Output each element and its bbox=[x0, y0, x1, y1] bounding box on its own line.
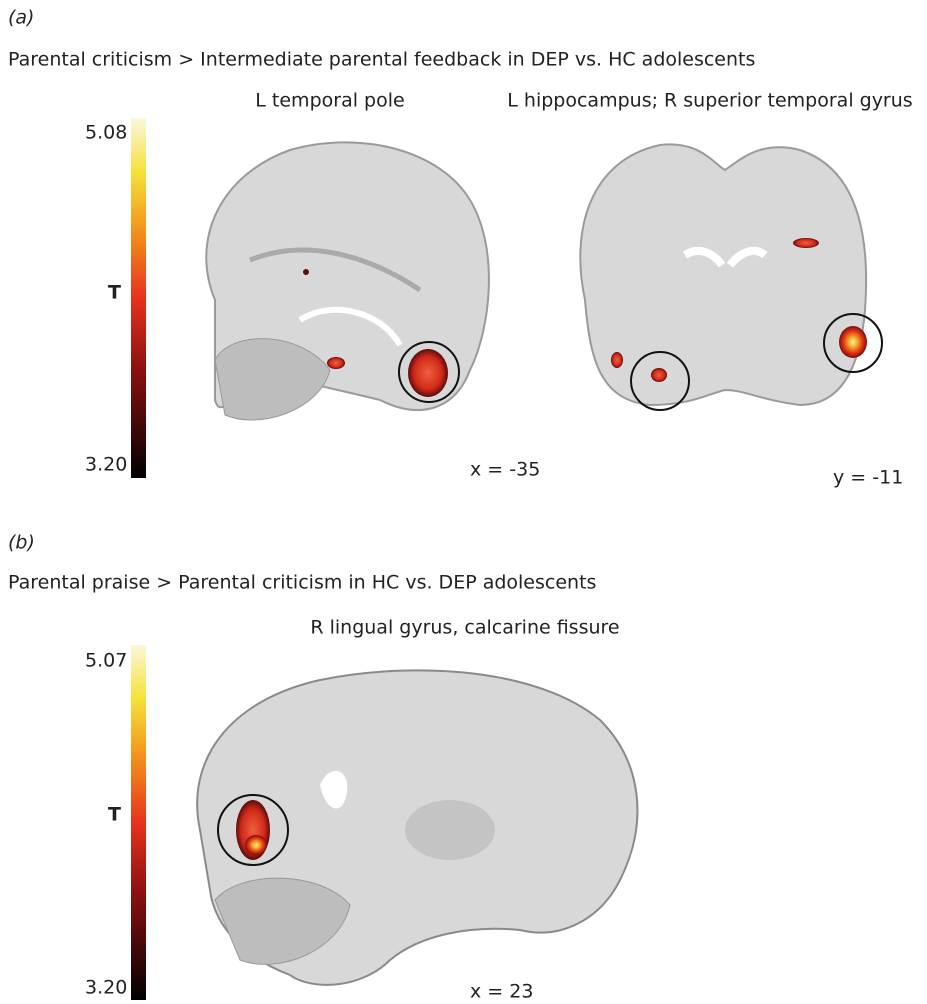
view-coordinate: x = 23 bbox=[470, 981, 533, 1003]
colorbar-min: 3.20 bbox=[85, 454, 127, 476]
coronal-brain bbox=[579, 143, 883, 411]
colorbar-name: T bbox=[108, 804, 121, 826]
panel-label: (b) bbox=[8, 532, 35, 554]
view-caption: L hippocampus; R superior temporal gyrus bbox=[507, 90, 912, 112]
sagittal-brain bbox=[196, 669, 639, 986]
sagittal-brain bbox=[205, 141, 490, 421]
view-coordinate: y = -11 bbox=[833, 467, 903, 489]
panel-title: Parental criticism > Intermediate parent… bbox=[8, 49, 755, 71]
view-coordinate: x = -35 bbox=[470, 459, 540, 481]
colorbar-min: 3.20 bbox=[85, 977, 127, 999]
panel-title: Parental praise > Parental criticism in … bbox=[8, 572, 596, 594]
colorbar bbox=[131, 118, 146, 478]
view-caption: R lingual gyrus, calcarine fissure bbox=[310, 617, 619, 639]
colorbar bbox=[131, 645, 146, 1000]
colorbar-name: T bbox=[108, 282, 121, 304]
view-caption: L temporal pole bbox=[255, 90, 404, 112]
panel-label: (a) bbox=[8, 7, 34, 29]
colorbar-max: 5.08 bbox=[85, 122, 127, 144]
colorbar-max: 5.07 bbox=[85, 650, 127, 672]
